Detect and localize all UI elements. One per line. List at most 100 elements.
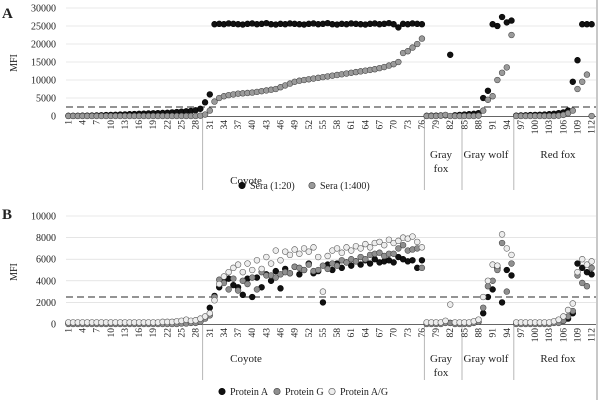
data-point bbox=[286, 270, 294, 277]
gridlines bbox=[66, 7, 596, 99]
data-point bbox=[249, 293, 256, 301]
data-point bbox=[414, 40, 421, 48]
x-tick-labels: 1 4 7 10 13 16 19 22 25 28 31 34 37 40 43 46 49 52 55 58 61 6… bbox=[64, 328, 597, 343]
data-point bbox=[409, 233, 416, 240]
x-tick-label: 91 bbox=[489, 120, 499, 130]
x-tick-label: 85 bbox=[460, 328, 470, 338]
x-tick-label: 73 bbox=[404, 120, 414, 130]
data-point bbox=[305, 261, 312, 268]
panel-letter: B bbox=[2, 207, 12, 223]
x-tick-label: 82 bbox=[446, 328, 456, 338]
data-point bbox=[418, 244, 426, 251]
data-point bbox=[206, 304, 213, 311]
data-point bbox=[480, 293, 487, 301]
y-tick-label: 15000 bbox=[31, 58, 56, 69]
data-point bbox=[315, 253, 322, 261]
x-tick-label: 19 bbox=[149, 328, 159, 338]
data-point bbox=[442, 317, 449, 324]
panel-b: B MFI 0 2000 4000 6000 8000 10000 1 4 7 10 13 16 19… bbox=[2, 207, 598, 398]
data-point bbox=[555, 316, 562, 323]
x-tick-label: 31 bbox=[206, 328, 216, 338]
data-point bbox=[206, 107, 213, 114]
data-point bbox=[300, 245, 308, 252]
data-point bbox=[300, 266, 308, 274]
data-point bbox=[366, 260, 374, 267]
data-point bbox=[357, 261, 364, 268]
data-point bbox=[357, 245, 364, 252]
data-point bbox=[588, 21, 595, 28]
data-point bbox=[503, 64, 510, 71]
data-point bbox=[206, 310, 213, 317]
data-points bbox=[65, 231, 595, 328]
data-point bbox=[494, 262, 501, 269]
data-point bbox=[569, 78, 576, 85]
data-point bbox=[390, 250, 397, 257]
data-point bbox=[503, 245, 510, 252]
x-tick-label: 10 bbox=[107, 120, 117, 130]
legend-label-protein-g: Protein G bbox=[285, 387, 324, 398]
data-point bbox=[319, 299, 327, 306]
data-point bbox=[253, 257, 261, 264]
x-tick-label: 79 bbox=[432, 328, 442, 338]
data-point bbox=[348, 262, 355, 269]
group-label-red-fox: Red fox bbox=[540, 353, 576, 365]
data-point bbox=[310, 244, 317, 251]
group-separators bbox=[202, 116, 515, 190]
data-point bbox=[277, 285, 284, 292]
legend: Protein A Protein G Protein A/G bbox=[218, 387, 388, 398]
data-point bbox=[291, 246, 298, 253]
group-label-red-fox: Red fox bbox=[540, 149, 576, 161]
data-point bbox=[319, 288, 327, 295]
group-label-gray-fox-line2: fox bbox=[434, 367, 449, 379]
data-point bbox=[319, 262, 327, 269]
data-point bbox=[286, 251, 294, 259]
x-tick-label: 55 bbox=[319, 120, 329, 130]
data-point bbox=[574, 260, 581, 267]
x-tick-label: 16 bbox=[135, 120, 145, 130]
data-point bbox=[376, 249, 383, 256]
data-point bbox=[282, 248, 289, 255]
legend: Sera (1:20) Sera (1:400) bbox=[238, 181, 370, 192]
x-tick-label: 64 bbox=[361, 328, 371, 338]
data-point bbox=[234, 287, 242, 294]
data-point bbox=[201, 111, 209, 118]
data-point bbox=[418, 257, 426, 264]
data-point bbox=[385, 236, 393, 243]
data-point bbox=[249, 266, 256, 274]
data-point bbox=[418, 35, 426, 42]
data-point bbox=[480, 310, 487, 317]
x-tick-label: 58 bbox=[333, 120, 343, 130]
y-tick-labels: 0 5000 10000 15000 20000 25000 30000 bbox=[31, 4, 56, 123]
data-point bbox=[362, 256, 369, 263]
group-label-gray-wolf: Gray wolf bbox=[464, 353, 509, 365]
x-tick-label: 109 bbox=[574, 120, 584, 135]
data-point bbox=[569, 300, 576, 307]
x-tick-label: 100 bbox=[531, 120, 541, 135]
data-point bbox=[564, 306, 572, 314]
gridlines bbox=[66, 215, 596, 303]
data-point bbox=[574, 57, 581, 64]
data-point bbox=[498, 231, 506, 238]
data-point bbox=[343, 244, 350, 251]
data-point bbox=[249, 274, 256, 281]
y-axis-label: MFI bbox=[9, 263, 20, 281]
x-tick-label: 1 bbox=[64, 328, 74, 333]
y-tick-label: 2000 bbox=[36, 298, 56, 309]
x-tick-label: 112 bbox=[588, 120, 598, 134]
x-tick-label: 37 bbox=[234, 328, 244, 338]
data-point bbox=[381, 241, 388, 249]
x-tick-label: 52 bbox=[305, 120, 315, 130]
data-point bbox=[579, 256, 586, 263]
data-point bbox=[324, 265, 331, 273]
data-point bbox=[390, 259, 397, 266]
data-point bbox=[579, 264, 586, 272]
x-tick-label: 79 bbox=[432, 120, 442, 130]
group-labels: Coyote Gray fox Gray wolf Red fox bbox=[230, 149, 576, 187]
data-point bbox=[333, 262, 341, 269]
data-point bbox=[272, 274, 279, 281]
data-point bbox=[508, 31, 515, 39]
x-tick-label: 25 bbox=[178, 120, 188, 130]
y-tick-label: 0 bbox=[51, 112, 56, 123]
data-point bbox=[201, 313, 209, 320]
